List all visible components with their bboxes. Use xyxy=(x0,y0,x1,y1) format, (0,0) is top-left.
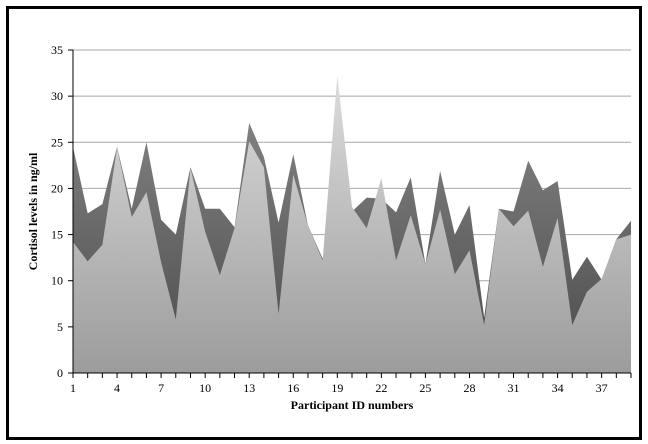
x-tick-label: 7 xyxy=(158,381,164,395)
y-tick-label: 35 xyxy=(51,43,63,57)
x-tick-label: 37 xyxy=(596,381,608,395)
y-axis-title: Cortisol levels in ng/ml xyxy=(26,152,40,270)
x-tick-labels: 1 4 7 10 13 16 19 22 25 28 31 34 37 xyxy=(70,381,608,395)
x-tick-label: 28 xyxy=(463,381,475,395)
area-series-2 xyxy=(73,75,631,373)
y-tick-label: 0 xyxy=(57,366,63,380)
x-tick-label: 16 xyxy=(287,381,299,395)
x-tick-label: 4 xyxy=(114,381,120,395)
y-tick-labels: 0 5 10 15 20 25 30 35 xyxy=(51,43,63,380)
plot-areas xyxy=(73,75,631,373)
y-tick-label: 20 xyxy=(51,181,63,195)
y-tick-label: 10 xyxy=(51,274,63,288)
axes xyxy=(68,49,632,378)
y-tick-label: 15 xyxy=(51,228,63,242)
x-tick-label: 13 xyxy=(243,381,255,395)
x-tick-label: 10 xyxy=(199,381,211,395)
y-tick-label: 30 xyxy=(51,89,63,103)
x-tick-label: 22 xyxy=(375,381,387,395)
chart-frame: 0 5 10 15 20 25 30 35 1 4 7 10 13 16 19 22 25 28 31 34 37 C… xyxy=(6,6,642,440)
x-tick-label: 1 xyxy=(70,381,76,395)
x-axis-title: Participant ID numbers xyxy=(291,398,414,412)
y-tick-label: 5 xyxy=(57,320,63,334)
area-chart: 0 5 10 15 20 25 30 35 1 4 7 10 13 16 19 22 25 28 31 34 37 C… xyxy=(26,43,632,412)
x-tick-label: 19 xyxy=(331,381,343,395)
x-tick-label: 25 xyxy=(419,381,431,395)
x-tick-label: 31 xyxy=(508,381,520,395)
x-tick-label: 34 xyxy=(552,381,564,395)
y-tick-label: 25 xyxy=(51,135,63,149)
